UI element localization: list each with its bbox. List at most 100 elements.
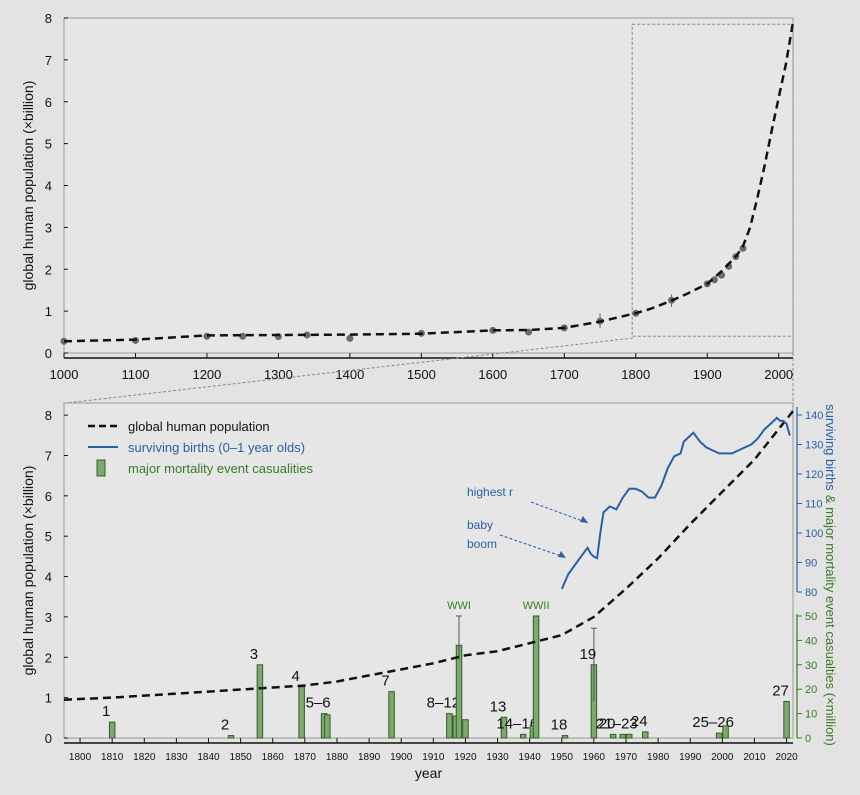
y-tick-label: 1 xyxy=(45,304,52,319)
annotation-highest-r-text: highest r xyxy=(467,485,513,499)
casualty-tick-label: 40 xyxy=(805,635,817,647)
x-tick-label: 1990 xyxy=(679,752,702,763)
y-tick-label: 6 xyxy=(45,95,52,110)
x-tick-label: 1890 xyxy=(358,752,381,763)
population-line xyxy=(63,410,794,701)
casualty-bar xyxy=(561,735,569,739)
casualty-bar xyxy=(519,733,527,739)
casualty-bar xyxy=(532,615,540,739)
births-tick-label: 80 xyxy=(805,587,817,599)
event-label: 1 xyxy=(102,703,110,720)
data-point xyxy=(303,331,311,339)
casualty-tick-label: 20 xyxy=(805,684,817,696)
right-axis-title-births: surviving births xyxy=(823,404,838,491)
event-label: 2 xyxy=(221,717,229,734)
births-tick-label: 130 xyxy=(805,440,823,452)
right-axis-title-casualties: & major mortality event casualties (×mil… xyxy=(823,495,838,746)
event-label: 4 xyxy=(291,668,299,685)
event-label: 21–23 xyxy=(596,715,638,732)
x-tick-label: 1850 xyxy=(230,752,253,763)
y-tick-label: 8 xyxy=(45,11,52,26)
data-point xyxy=(525,328,533,336)
y-axis-title: global human population (×billion) xyxy=(20,466,36,676)
casualty-bar xyxy=(609,733,617,739)
casualty-tick-label: 30 xyxy=(805,660,817,672)
event-label: 24 xyxy=(631,713,648,730)
births-tick-label: 110 xyxy=(805,499,823,511)
y-tick-label: 7 xyxy=(45,448,52,463)
annotation-arrow xyxy=(530,501,589,524)
y-tick-label: 4 xyxy=(45,570,52,585)
x-tick-label: 1000 xyxy=(50,367,79,382)
event-label: 7 xyxy=(381,673,389,690)
x-tick-label: 1910 xyxy=(422,752,445,763)
x-tick-label: 1900 xyxy=(390,752,413,763)
x-tick-label: 1900 xyxy=(693,367,722,382)
event-label: 8–12 xyxy=(427,695,460,712)
casualty-tick-label: 50 xyxy=(805,611,817,623)
y-tick-label: 2 xyxy=(45,650,52,665)
x-tick-label: 1950 xyxy=(551,752,574,763)
x-tick-label: 1500 xyxy=(407,367,436,382)
war-label-wwi: WWI xyxy=(447,600,471,612)
annotation-highest-r: highest r xyxy=(467,485,513,499)
births-tick-label: 100 xyxy=(805,528,823,540)
event-label: 27 xyxy=(772,682,789,699)
event-label: 19 xyxy=(580,646,597,663)
event-label: 20 xyxy=(599,715,616,732)
casualty-bar xyxy=(715,732,723,739)
casualty-bar xyxy=(324,714,331,739)
x-tick-label: 1970 xyxy=(615,752,638,763)
births-tick-label: 120 xyxy=(805,469,823,481)
casualty-tick-label: 10 xyxy=(805,709,817,721)
x-tick-label: 1800 xyxy=(621,367,650,382)
zoom-box xyxy=(631,23,794,337)
x-tick-label: 2010 xyxy=(743,752,766,763)
casualty-tick-label: 0 xyxy=(805,733,811,745)
x-tick-label: 2000 xyxy=(764,367,793,382)
x-tick-label: 1980 xyxy=(647,752,670,763)
y-tick-label: 5 xyxy=(45,529,52,544)
annotation-arrow xyxy=(499,534,565,558)
y-tick-label: 4 xyxy=(45,179,52,194)
casualty-bar xyxy=(642,731,649,739)
x-axis-title: year xyxy=(415,765,443,781)
casualty-bar xyxy=(298,686,305,739)
births-tick-label: 90 xyxy=(805,558,817,570)
x-tick-label: 1860 xyxy=(262,752,285,763)
legend-label-casualties: major mortality event casualities xyxy=(128,461,313,476)
y-tick-label: 2 xyxy=(45,262,52,277)
x-tick-label: 1400 xyxy=(335,367,364,382)
y-tick-label: 8 xyxy=(45,408,52,423)
casualty-bar xyxy=(462,719,469,739)
x-tick-label: 1820 xyxy=(133,752,156,763)
data-point xyxy=(346,334,354,342)
y-tick-label: 7 xyxy=(45,53,52,68)
y-tick-label: 3 xyxy=(45,610,52,625)
annotation-arrowhead xyxy=(558,551,566,558)
data-point xyxy=(739,244,747,252)
x-tick-label: 1200 xyxy=(192,367,221,382)
casualty-bar xyxy=(722,725,729,739)
event-label: 13 xyxy=(490,698,507,715)
y-axis-title: global human population (×billion) xyxy=(20,81,36,291)
x-tick-label: 1870 xyxy=(294,752,317,763)
x-tick-label: 1930 xyxy=(486,752,509,763)
x-tick-label: 1300 xyxy=(264,367,293,382)
annotation-arrowhead xyxy=(580,516,588,523)
y-tick-label: 5 xyxy=(45,137,52,152)
y-tick-label: 0 xyxy=(45,731,52,746)
x-tick-label: 1960 xyxy=(583,752,606,763)
x-tick-label: 2000 xyxy=(711,752,734,763)
casualty-bar xyxy=(256,664,264,739)
casualty-bar xyxy=(388,691,395,739)
y-tick-label: 1 xyxy=(45,691,52,706)
event-label: 3 xyxy=(250,646,258,663)
legend-label-population: global human population xyxy=(128,419,270,434)
births-line xyxy=(560,416,791,590)
event-label: 5–6 xyxy=(306,695,331,712)
event-label: 18 xyxy=(551,717,568,734)
x-tick-label: 1880 xyxy=(326,752,349,763)
